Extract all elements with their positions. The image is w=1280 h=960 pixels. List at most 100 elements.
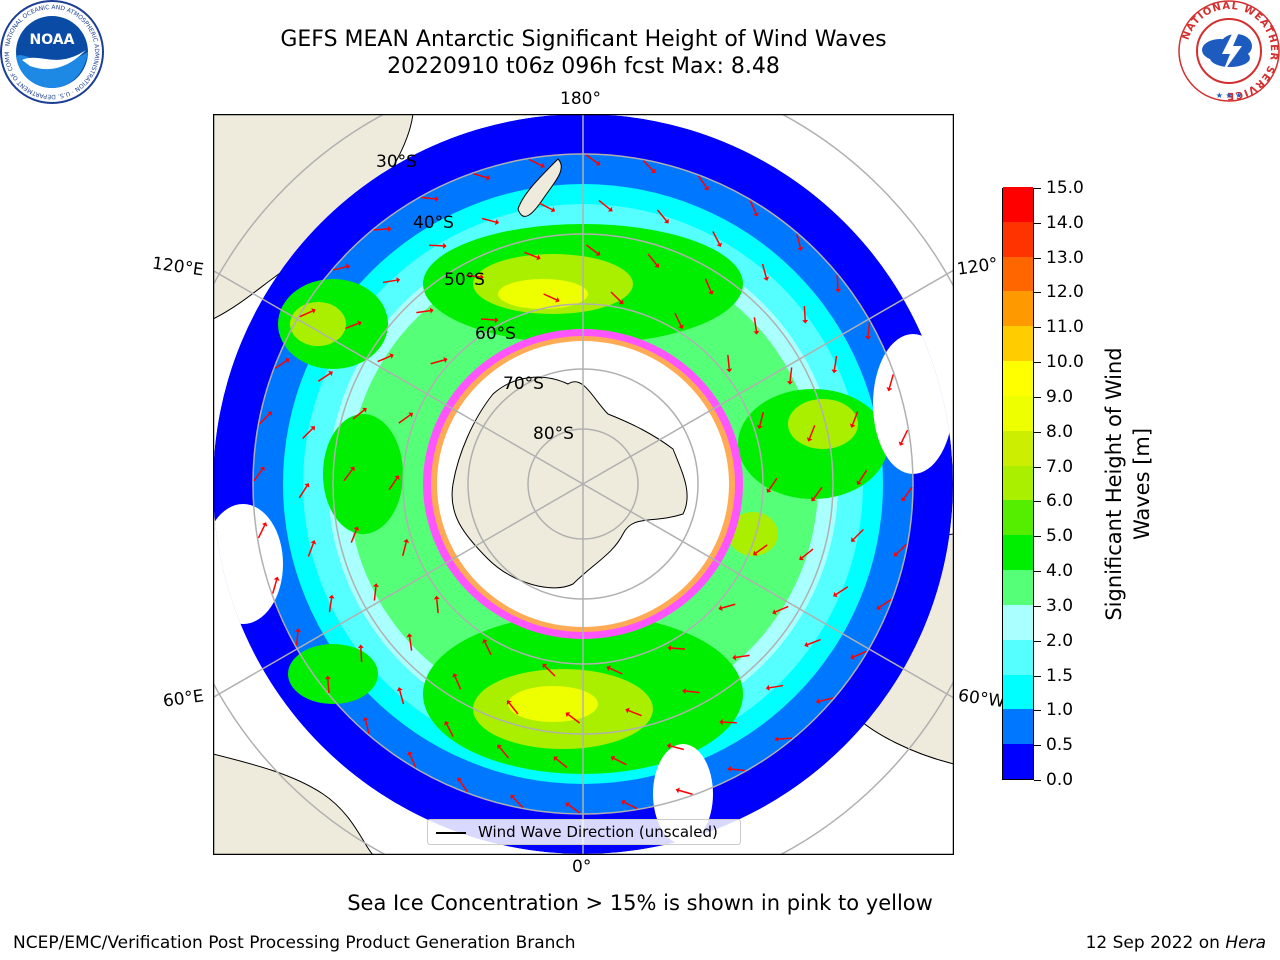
wave-direction-arrow (900, 429, 909, 443)
noaa-logo: NATIONAL OCEANIC AND ATMOSPHERIC ADMINIS… (0, 0, 104, 104)
wave-direction-arrow (670, 745, 684, 751)
wave-direction-arrowhead (406, 633, 413, 638)
wave-direction-arrow (274, 359, 287, 370)
wave-direction-arrowhead (497, 744, 502, 750)
colorbar-segment (1003, 604, 1033, 640)
wave-direction-arrowhead (267, 411, 273, 417)
colorbar-tick (1034, 396, 1041, 398)
wave-direction-arrowhead (625, 707, 630, 714)
wave-direction-arrow (295, 631, 299, 646)
wave-direction-arrow (257, 525, 266, 539)
wave-direction-arrow (473, 173, 488, 179)
wave-direction-arrow (836, 274, 839, 290)
wave-direction-arrowhead (486, 174, 491, 181)
colorbar (1002, 186, 1034, 780)
wave-direction-arrow (851, 411, 859, 425)
wave-direction-arrow (879, 598, 892, 609)
wave-direction-arrowhead (886, 387, 893, 392)
africa-land (213, 753, 374, 855)
colorbar-tick-label: 1.5 (1046, 665, 1074, 686)
colorbar-tick (1034, 536, 1041, 538)
wave-direction-arrow (903, 486, 913, 499)
wave-direction-arrow (298, 485, 308, 499)
wave-direction-arrowhead (452, 673, 458, 678)
colorbar-segment (1003, 290, 1033, 327)
wave-direction-arrowhead (536, 254, 541, 261)
new-zealand-land (517, 158, 562, 217)
colorbar-segment (1003, 743, 1033, 779)
wave-direction-arrowhead (349, 466, 355, 472)
wave-direction-arrow (364, 720, 370, 735)
wave-direction-arrowhead (555, 297, 560, 303)
colorbar-segment (1003, 360, 1033, 396)
colorbar-tick (1034, 605, 1041, 607)
colorbar-tick-label: 15.0 (1046, 178, 1084, 198)
colorbar-segment (1003, 256, 1033, 292)
wave-direction-arrow (343, 468, 353, 482)
map-legend: Wind Wave Direction (unscaled) (427, 819, 741, 845)
legend-line-swatch (436, 832, 466, 834)
wave-direction-arrowhead (708, 290, 714, 295)
wave-direction-arrowhead (396, 687, 403, 692)
wave-direction-arrow (528, 158, 542, 167)
wave-direction-arrow (670, 647, 686, 650)
wave-direction-arrow (430, 359, 445, 365)
colorbar-tick (1034, 780, 1041, 781)
wave-direction-arrow (345, 322, 359, 330)
footer-date: 12 Sep 2022 on Hera (1086, 933, 1266, 953)
wave-direction-arrowhead (444, 721, 450, 726)
wave-direction-arrow (678, 789, 693, 795)
wave-direction-arrowhead (650, 168, 656, 174)
wave-direction-arrowhead (765, 684, 770, 691)
colorbar-title: Significant Height of Wind Waves [m] (1100, 347, 1156, 620)
lat-label-50s: 50°S (444, 270, 485, 290)
colorbar-segment (1003, 221, 1033, 257)
wave-direction-arrow (272, 579, 278, 594)
wave-direction-arrow (382, 279, 397, 284)
colorbar-segment (1003, 465, 1033, 501)
colorbar-title-line1: Significant Height of Wind (1102, 347, 1126, 621)
wave-direction-arrowhead (396, 277, 401, 284)
wave-direction-arrow (755, 544, 768, 554)
wave-direction-arrowhead (328, 371, 333, 377)
wave-direction-arrow (524, 251, 538, 259)
wave-direction-arrow (867, 322, 871, 337)
wave-direction-arrowhead (324, 675, 331, 680)
wave-direction-arrow (769, 684, 784, 689)
lat-label-60s: 60°S (475, 324, 516, 344)
colorbar-tick-label: 12.0 (1046, 282, 1084, 303)
wave-direction-arrow (685, 690, 700, 694)
wave-direction-arrowhead (675, 787, 680, 794)
map-panel (213, 114, 954, 855)
wave-direction-arrowhead (408, 412, 413, 418)
wave-direction-arrow (401, 542, 407, 556)
wave-direction-arrowhead (261, 522, 268, 527)
wave-direction-arrow (835, 586, 849, 596)
wave-direction-arrow (813, 486, 823, 500)
lon-label-60w: 60°W (956, 685, 1007, 713)
lon-label-120e: 120°E (150, 253, 205, 281)
wave-direction-arrow (299, 310, 313, 318)
wave-direction-arrow (458, 780, 469, 793)
colorbar-tick-label: 9.0 (1046, 386, 1074, 407)
wave-direction-arrowhead (893, 551, 899, 557)
colorbar-tick-label: 7.0 (1046, 456, 1074, 477)
wave-direction-arrowhead (726, 368, 733, 373)
wave-direction-arrowhead (443, 242, 447, 249)
wave-direction-arrow (775, 605, 789, 613)
colorbar-tick (1034, 501, 1041, 503)
wave-direction-arrow (777, 737, 793, 740)
wave-direction-arrow (480, 318, 496, 321)
wave-direction-arrowhead (389, 353, 394, 359)
wave-direction-arrowhead (510, 794, 516, 800)
wave-direction-arrowhead (833, 591, 838, 597)
colorbar-tick (1034, 466, 1041, 468)
wave-direction-arrowhead (618, 299, 624, 305)
wave-direction-arrow (721, 603, 736, 609)
wave-direction-arrowhead (506, 700, 512, 705)
wave-direction-arrow (568, 804, 581, 814)
wave-direction-arrow (642, 160, 654, 172)
wave-direction-arrowhead (682, 688, 687, 695)
wave-direction-arrowhead (678, 324, 684, 329)
colorbar-tick-label: 14.0 (1046, 212, 1084, 233)
